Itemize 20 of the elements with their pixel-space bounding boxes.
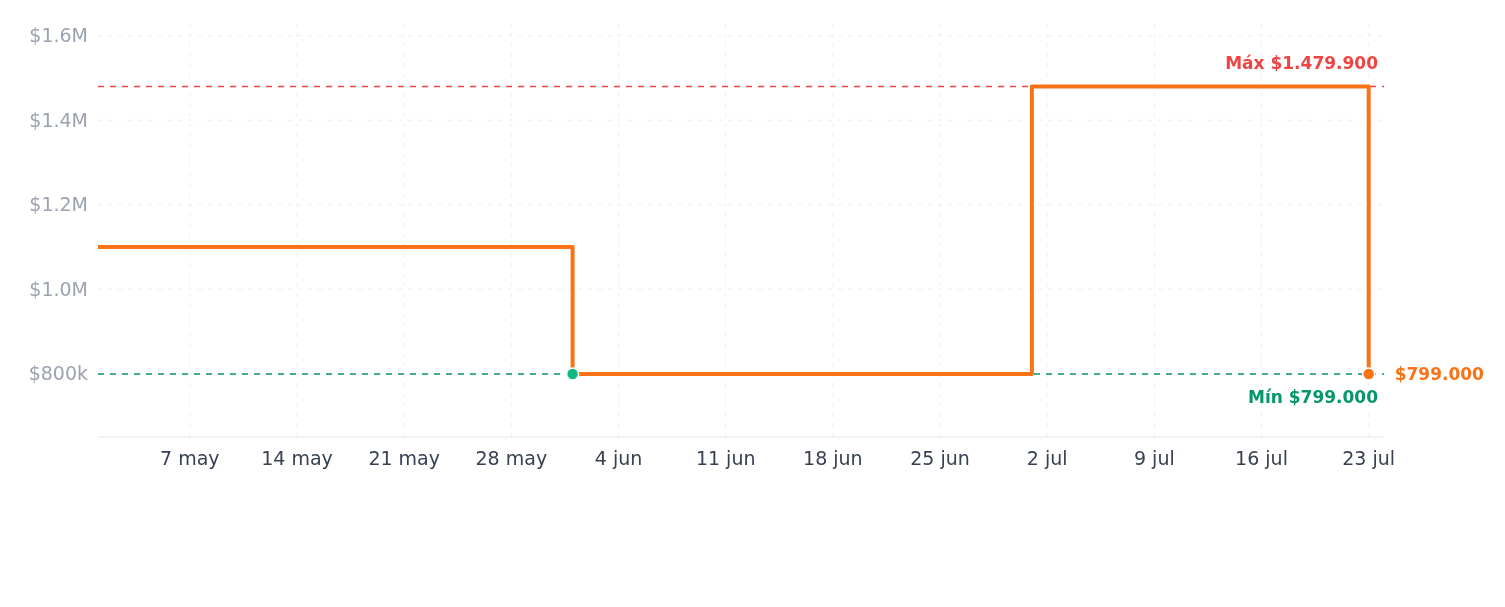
- y-tick-label: $1.6M: [29, 24, 88, 47]
- ref-line-label: Máx $1.479.900: [1225, 53, 1379, 74]
- y-tick-label: $800k: [28, 362, 88, 385]
- x-tick-label: 2 jul: [1026, 447, 1068, 469]
- x-tick-label: 28 may: [475, 447, 548, 469]
- x-tick-label: 11 jun: [695, 447, 756, 469]
- x-tick-label: 25 jun: [910, 447, 970, 469]
- annotation: $799.000: [1394, 364, 1485, 385]
- x-tick-label: 23 jul: [1342, 447, 1396, 469]
- y-tick-label: $1.4M: [29, 108, 88, 131]
- x-tick-label: 9 jul: [1133, 447, 1175, 469]
- x-tick-label: 4 jun: [594, 447, 643, 469]
- x-tick-label: 21 may: [368, 447, 440, 469]
- x-tick-label: 18 jun: [803, 447, 863, 469]
- x-tick-label: 7 may: [160, 447, 220, 469]
- y-tick-label: $1.2M: [29, 193, 88, 216]
- x-tick-label: 14 may: [261, 447, 333, 469]
- y-tick-label: $1.0M: [29, 277, 88, 300]
- x-tick-label: 16 jul: [1235, 447, 1288, 469]
- ref-line-label: Mín $799.000: [1247, 387, 1379, 408]
